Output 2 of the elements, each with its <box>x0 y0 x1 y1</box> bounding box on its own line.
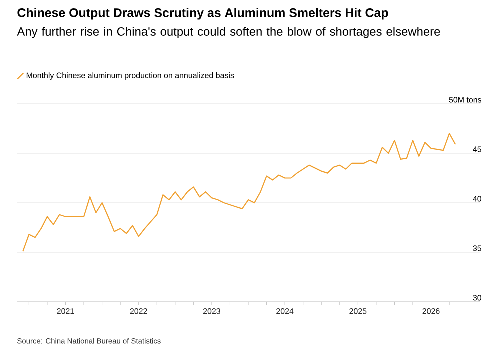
chart-title: Chinese Output Draws Scrutiny as Aluminum Smelters Hit Cap <box>18 8 388 20</box>
chart-subtitle: Any further rise in China's output could soften the blow of shortages elsewhere <box>17 27 440 38</box>
